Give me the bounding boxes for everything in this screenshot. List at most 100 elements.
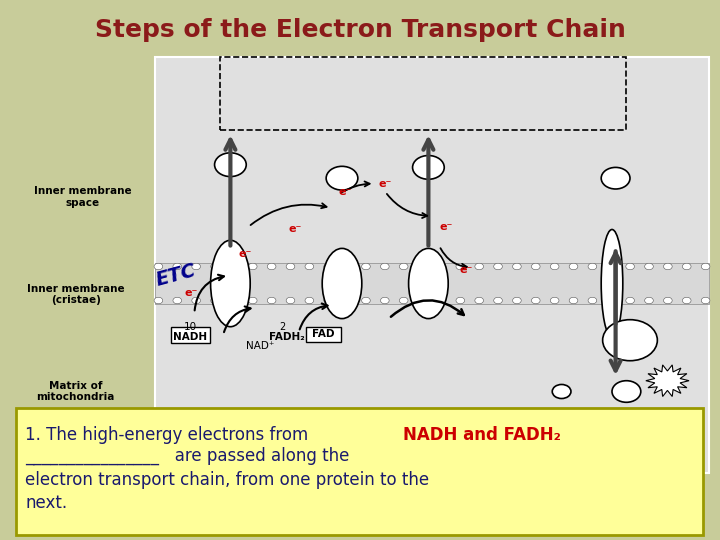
Circle shape [437, 263, 446, 270]
Circle shape [286, 297, 294, 303]
Circle shape [267, 263, 276, 270]
Circle shape [644, 263, 653, 270]
Circle shape [215, 153, 246, 177]
Circle shape [192, 263, 200, 270]
Circle shape [248, 263, 257, 270]
Circle shape [267, 297, 276, 303]
Circle shape [494, 297, 503, 303]
Circle shape [607, 263, 616, 270]
Circle shape [230, 263, 238, 270]
Ellipse shape [323, 248, 362, 319]
Text: 1. The high-energy electrons from: 1. The high-energy electrons from [25, 426, 308, 444]
Circle shape [343, 263, 351, 270]
Circle shape [230, 297, 238, 303]
Text: Matrix of
mitochondria: Matrix of mitochondria [37, 381, 114, 402]
Circle shape [475, 297, 484, 303]
Circle shape [343, 297, 351, 303]
Circle shape [601, 167, 630, 189]
Text: e⁻: e⁻ [460, 265, 473, 275]
Circle shape [437, 297, 446, 303]
Circle shape [683, 263, 691, 270]
Circle shape [701, 297, 710, 303]
Text: FAD: FAD [312, 329, 335, 339]
Circle shape [644, 297, 653, 303]
Circle shape [211, 297, 220, 303]
Circle shape [588, 297, 597, 303]
Ellipse shape [409, 248, 448, 319]
Circle shape [588, 263, 597, 270]
Text: e⁻: e⁻ [289, 225, 302, 234]
Circle shape [513, 263, 521, 270]
Circle shape [494, 263, 503, 270]
Circle shape [683, 297, 691, 303]
Circle shape [531, 297, 540, 303]
Circle shape [607, 297, 616, 303]
Text: 2: 2 [279, 322, 285, 332]
Text: 10: 10 [184, 322, 197, 332]
Circle shape [552, 384, 571, 399]
Text: e⁻: e⁻ [184, 288, 197, 298]
Circle shape [612, 381, 641, 402]
Text: ________________   are passed along the: ________________ are passed along the [25, 447, 350, 465]
Circle shape [550, 297, 559, 303]
Text: NAD⁺: NAD⁺ [246, 341, 274, 350]
Polygon shape [646, 365, 689, 396]
Circle shape [173, 297, 181, 303]
Circle shape [380, 263, 389, 270]
Text: e⁻: e⁻ [238, 249, 251, 259]
Text: Inner membrane
space: Inner membrane space [34, 186, 132, 208]
Circle shape [603, 320, 657, 361]
Ellipse shape [210, 240, 251, 327]
Circle shape [324, 263, 333, 270]
Text: e⁻: e⁻ [379, 179, 392, 188]
Text: e⁻: e⁻ [339, 187, 352, 197]
Text: Steps of the Electron Transport Chain: Steps of the Electron Transport Chain [94, 18, 626, 42]
Circle shape [701, 263, 710, 270]
Bar [171, 327, 210, 343]
Circle shape [570, 263, 578, 270]
Circle shape [570, 297, 578, 303]
Text: electron transport chain, from one protein to the: electron transport chain, from one prote… [25, 470, 429, 489]
Circle shape [531, 263, 540, 270]
Ellipse shape [601, 230, 623, 338]
Circle shape [456, 263, 464, 270]
Circle shape [173, 263, 181, 270]
Circle shape [550, 263, 559, 270]
Text: Inner membrane
(cristae): Inner membrane (cristae) [27, 284, 125, 305]
Circle shape [400, 297, 408, 303]
Text: ETC: ETC [154, 261, 199, 290]
Bar [220, 57, 626, 130]
Circle shape [305, 263, 314, 270]
Circle shape [192, 297, 200, 303]
Circle shape [248, 297, 257, 303]
Circle shape [475, 263, 484, 270]
Circle shape [211, 263, 220, 270]
Circle shape [418, 297, 427, 303]
Circle shape [361, 263, 370, 270]
Text: next.: next. [25, 494, 68, 512]
Circle shape [418, 263, 427, 270]
Circle shape [305, 297, 314, 303]
Circle shape [400, 263, 408, 270]
Circle shape [154, 263, 163, 270]
Circle shape [413, 156, 444, 179]
Circle shape [626, 297, 634, 303]
Bar [155, 57, 709, 472]
Bar [155, 263, 709, 303]
FancyBboxPatch shape [16, 408, 703, 535]
Circle shape [513, 297, 521, 303]
Circle shape [664, 263, 672, 270]
Text: NADH: NADH [173, 333, 207, 342]
Circle shape [326, 166, 358, 190]
Circle shape [664, 297, 672, 303]
Text: e⁻: e⁻ [440, 222, 453, 232]
Text: FADH₂: FADH₂ [269, 333, 305, 342]
Circle shape [324, 297, 333, 303]
Bar [306, 327, 341, 342]
Text: NADH and FADH₂: NADH and FADH₂ [403, 426, 561, 444]
Circle shape [456, 297, 464, 303]
Circle shape [626, 263, 634, 270]
Circle shape [380, 297, 389, 303]
Circle shape [154, 297, 163, 303]
Circle shape [361, 297, 370, 303]
